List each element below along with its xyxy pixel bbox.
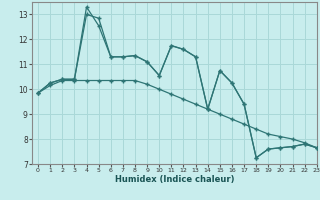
X-axis label: Humidex (Indice chaleur): Humidex (Indice chaleur)	[115, 175, 234, 184]
